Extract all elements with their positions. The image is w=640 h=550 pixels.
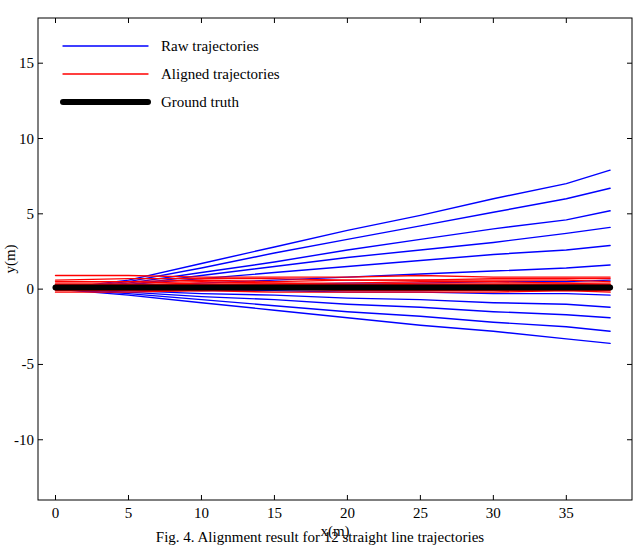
tick-mark [201, 18, 202, 23]
tick-label: 10 [19, 131, 34, 147]
series-line [56, 288, 611, 290]
legend-label: Ground truth [161, 94, 239, 110]
series-line [56, 289, 611, 307]
legend-swatch [63, 73, 148, 74]
tick-label: 5 [125, 505, 133, 521]
y-axis-label: y(m) [2, 244, 19, 273]
tick-label: -5 [22, 356, 35, 372]
tick-mark [420, 495, 421, 500]
tick-mark [38, 213, 43, 214]
tick-mark [627, 63, 632, 64]
series-line [56, 170, 611, 289]
tick-mark [566, 495, 567, 500]
background [0, 0, 640, 550]
legend-swatch [63, 45, 148, 46]
tick-mark [627, 364, 632, 365]
tick-mark [38, 439, 43, 440]
series-line [56, 291, 611, 293]
tick-mark [201, 495, 202, 500]
series-line [56, 211, 611, 289]
chart: 05101520253035-10-5051015x(m)y(m)Raw tra… [0, 0, 640, 550]
tick-mark [627, 213, 632, 214]
tick-label: 5 [27, 206, 35, 222]
tick-mark [627, 138, 632, 139]
series-line [56, 245, 611, 289]
tick-mark [38, 289, 43, 290]
plot-frame [38, 18, 632, 500]
tick-mark [627, 289, 632, 290]
series-line [56, 276, 611, 278]
tick-label: 20 [340, 505, 355, 521]
tick-mark [493, 495, 494, 500]
series-line [56, 289, 611, 331]
tick-label: 30 [486, 505, 501, 521]
tick-mark [38, 138, 43, 139]
series-line [56, 287, 611, 288]
tick-label: 15 [267, 505, 282, 521]
legend-label: Raw trajectories [161, 38, 259, 54]
series-line [56, 289, 611, 343]
tick-label: 25 [413, 505, 428, 521]
tick-mark [55, 18, 56, 23]
series-line [56, 285, 611, 291]
tick-mark [420, 18, 421, 23]
tick-mark [493, 18, 494, 23]
tick-label: 15 [19, 55, 34, 71]
tick-label: 10 [194, 505, 209, 521]
tick-mark [566, 18, 567, 23]
tick-mark [128, 495, 129, 500]
legend-swatch [63, 99, 148, 105]
tick-label: 35 [559, 505, 574, 521]
series-line [56, 286, 611, 288]
series-line [56, 280, 611, 282]
series-line [56, 227, 611, 289]
tick-mark [347, 18, 348, 23]
caption: Fig. 4. Alignment result for 12 straight… [156, 529, 484, 545]
tick-mark [274, 495, 275, 500]
series-line [56, 283, 611, 285]
tick-label: -10 [14, 432, 34, 448]
tick-mark [38, 63, 43, 64]
tick-mark [274, 18, 275, 23]
tick-mark [38, 364, 43, 365]
plot-lines [56, 170, 611, 343]
series-line [56, 188, 611, 289]
tick-label: 0 [52, 505, 60, 521]
series-line [56, 265, 611, 289]
tick-mark [128, 18, 129, 23]
series-line [56, 280, 611, 289]
tick-mark [347, 495, 348, 500]
series-line [56, 289, 611, 318]
tick-mark [627, 439, 632, 440]
tick-mark [55, 495, 56, 500]
tick-label: 0 [27, 281, 35, 297]
legend-label: Aligned trajectories [161, 66, 280, 82]
